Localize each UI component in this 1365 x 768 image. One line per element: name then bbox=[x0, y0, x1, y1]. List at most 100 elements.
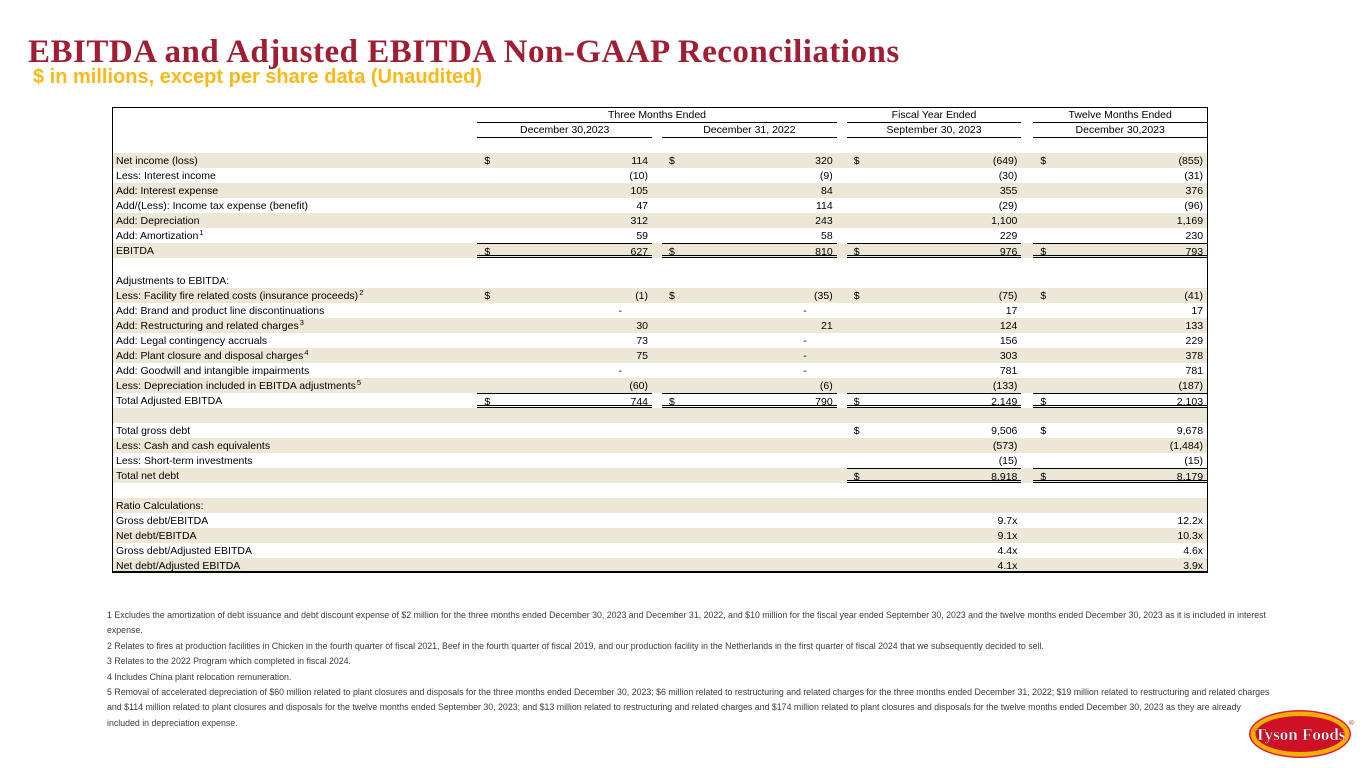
value-cell-three-months-2022: (9) bbox=[662, 168, 837, 183]
table-row: Ratio Calculations: bbox=[113, 498, 1207, 513]
value-cell-fiscal-year-2023: 355 bbox=[847, 183, 1022, 198]
value-cell-three-months-2022: - bbox=[662, 333, 837, 348]
value-cell-three-months-2022: (6) bbox=[662, 378, 837, 393]
col-gap bbox=[837, 153, 847, 168]
value: (133) bbox=[992, 379, 1018, 392]
col-gap bbox=[837, 498, 847, 513]
value-cell-fiscal-year-2023 bbox=[847, 258, 1022, 273]
value: 9,506 bbox=[991, 424, 1018, 437]
value: 8,918 bbox=[991, 470, 1018, 483]
value: 229 bbox=[999, 229, 1018, 242]
currency-symbol: $ bbox=[1040, 395, 1047, 408]
col-gap bbox=[837, 378, 847, 393]
col-gap bbox=[1021, 153, 1033, 168]
table-row bbox=[113, 408, 1207, 423]
col-gap bbox=[652, 213, 662, 228]
currency-symbol: $ bbox=[853, 154, 860, 167]
row-label: Adjustments to EBITDA: bbox=[116, 274, 230, 287]
header-label-spacer bbox=[113, 108, 477, 123]
row-label: Net income (loss) bbox=[116, 154, 198, 167]
col-gap bbox=[1021, 348, 1033, 363]
value: 781 bbox=[1185, 364, 1204, 377]
row-label: Net debt/EBITDA bbox=[116, 529, 197, 542]
value: (31) bbox=[1184, 169, 1204, 182]
value-cell-three-months-2022 bbox=[662, 408, 837, 423]
value-cell-twelve-months-2023: $8,179 bbox=[1033, 468, 1207, 483]
value: - bbox=[803, 334, 807, 347]
value-cell-fiscal-year-2023: $ (75) bbox=[847, 288, 1022, 303]
value-cell-fiscal-year-2023: (133) bbox=[847, 378, 1022, 393]
row-label-cell: Gross debt/EBITDA bbox=[113, 513, 477, 528]
value: 744 bbox=[630, 395, 649, 408]
footnote-marker: 4 bbox=[304, 347, 309, 357]
value: (10) bbox=[629, 169, 649, 182]
col-gap bbox=[837, 393, 847, 408]
col-gap bbox=[1021, 468, 1033, 483]
value-cell-twelve-months-2023: $793 bbox=[1033, 243, 1207, 258]
row-label: Add: Brand and product line discontinuat… bbox=[116, 304, 325, 317]
row-label-cell: Total net debt bbox=[113, 468, 477, 483]
table-row: Net income (loss) $114 $320 $ (649) $ (855… bbox=[113, 153, 1207, 168]
value-cell-twelve-months-2023: 3.9x bbox=[1033, 558, 1207, 572]
value-cell-fiscal-year-2023: 9.7x bbox=[847, 513, 1022, 528]
table-row: Less: Cash and cash equivalents (573) (1… bbox=[113, 438, 1207, 453]
value: 303 bbox=[999, 349, 1018, 362]
table-row: Less: Interest income (10) (9) (30) (31) bbox=[113, 168, 1207, 183]
value: (573) bbox=[992, 439, 1018, 452]
value: (6) bbox=[819, 379, 833, 392]
col-gap bbox=[1021, 123, 1033, 138]
currency-symbol: $ bbox=[1040, 424, 1047, 437]
value-cell-fiscal-year-2023: 156 bbox=[847, 333, 1022, 348]
row-label: Add: Interest expense bbox=[116, 184, 219, 197]
currency-symbol: $ bbox=[853, 424, 860, 437]
value: (15) bbox=[998, 454, 1018, 467]
row-label: Add: Goodwill and intangible impairments bbox=[116, 364, 310, 377]
value-cell-three-months-2023: - bbox=[477, 363, 652, 378]
value-cell-three-months-2022: 243 bbox=[662, 213, 837, 228]
col-gap bbox=[837, 408, 847, 423]
row-label: Less: Cash and cash equivalents bbox=[116, 439, 271, 452]
value-cell-three-months-2023 bbox=[477, 498, 652, 513]
col-gap bbox=[652, 468, 662, 483]
value-cell-twelve-months-2023: 12.2x bbox=[1033, 513, 1207, 528]
footnote-marker: 5 bbox=[356, 377, 362, 387]
col-gap bbox=[1021, 273, 1033, 288]
value-cell-three-months-2022 bbox=[662, 273, 837, 288]
col-header-dec-30-2023-ttm: December 30,2023 bbox=[1033, 123, 1207, 138]
value: (75) bbox=[998, 289, 1018, 302]
value-cell-three-months-2023 bbox=[477, 513, 652, 528]
footnote-marker: 1 bbox=[199, 227, 204, 237]
col-gap bbox=[1021, 168, 1033, 183]
value-cell-twelve-months-2023: 378 bbox=[1033, 348, 1207, 363]
value: (1,484) bbox=[1169, 439, 1204, 452]
row-label-cell bbox=[113, 408, 477, 423]
value-cell-three-months-2023: 105 bbox=[477, 183, 652, 198]
value-cell-twelve-months-2023: (1,484) bbox=[1033, 438, 1207, 453]
col-gap bbox=[652, 543, 662, 558]
value-cell-fiscal-year-2023: 303 bbox=[847, 348, 1022, 363]
table-row: Total gross debt $9,506 $9,678 bbox=[113, 423, 1207, 438]
row-label-cell: Gross debt/Adjusted EBITDA bbox=[113, 543, 477, 558]
col-gap bbox=[1021, 228, 1033, 243]
row-label: Less: Interest income bbox=[116, 169, 216, 182]
col-gap bbox=[837, 333, 847, 348]
value-cell-three-months-2022: 21 bbox=[662, 318, 837, 333]
value: 3.9x bbox=[1183, 559, 1204, 572]
row-label: Less: Short-term investments bbox=[116, 454, 253, 467]
col-gap bbox=[1021, 498, 1033, 513]
value: 4.6x bbox=[1183, 544, 1204, 557]
tyson-foods-logo-image: Tyson Foods ® bbox=[1249, 710, 1354, 758]
page-subtitle: $ in millions, except per share data (Un… bbox=[33, 66, 482, 88]
tyson-foods-logo: Tyson Foods ® bbox=[1247, 708, 1357, 762]
value-cell-three-months-2022 bbox=[662, 543, 837, 558]
value: 230 bbox=[1185, 229, 1204, 242]
row-label: Add: Amortization bbox=[116, 229, 199, 242]
value-cell-three-months-2023 bbox=[477, 483, 652, 498]
value: 9,678 bbox=[1176, 424, 1204, 437]
table-row: Add: Restructuring and related charges 3 … bbox=[113, 318, 1207, 333]
value-cell-fiscal-year-2023: 4.4x bbox=[847, 543, 1022, 558]
footnote-2: 2 Relates to fires at production facilit… bbox=[107, 640, 1044, 651]
value-cell-three-months-2023 bbox=[477, 453, 652, 468]
currency-symbol: $ bbox=[669, 154, 675, 167]
col-gap bbox=[652, 498, 662, 513]
